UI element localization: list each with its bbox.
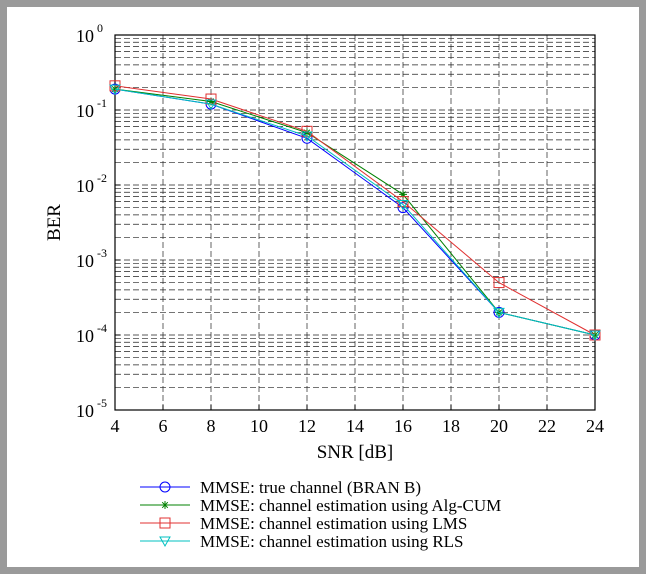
legend-item: MMSE: channel estimation using Alg-CUM (140, 496, 501, 515)
y-axis-label: BER (44, 204, 65, 241)
data-point (493, 277, 505, 289)
y-tick-label: 10 (76, 176, 94, 196)
x-axis-label: SNR [dB] (317, 442, 394, 463)
data-point (207, 97, 215, 106)
legend-item: MMSE: channel estimation using LMS (140, 514, 467, 533)
data-point (399, 190, 407, 199)
data-point (303, 128, 311, 137)
y-tick-label: 10 (76, 401, 94, 421)
legend-marker (159, 517, 171, 529)
x-tick-label: 20 (490, 416, 508, 436)
legend-marker (161, 501, 169, 509)
legend-item: MMSE: channel estimation using RLS (140, 532, 464, 551)
legend-label: MMSE: channel estimation using Alg-CUM (200, 496, 501, 515)
data-point (109, 84, 121, 96)
y-tick-exponent: -1 (97, 96, 107, 110)
y-tick-label: 10 (76, 326, 94, 346)
legend-label: MMSE: channel estimation using LMS (200, 514, 467, 533)
legend-label: MMSE: channel estimation using RLS (200, 532, 464, 551)
legend-marker (159, 536, 171, 548)
grid (115, 35, 595, 410)
x-tick-label: 14 (346, 416, 364, 436)
x-tick-label: 6 (159, 416, 168, 436)
y-tick-exponent: -4 (97, 321, 107, 335)
y-tick-exponent: -2 (97, 171, 107, 185)
y-tick-label: 10 (76, 101, 94, 121)
data-point (397, 199, 409, 211)
data-point (397, 196, 409, 208)
legend: MMSE: true channel (BRAN B)MMSE: channel… (140, 478, 501, 551)
data-point (397, 202, 409, 214)
x-tick-label: 8 (207, 416, 216, 436)
data-point (111, 85, 119, 94)
y-tick-exponent: -5 (97, 396, 107, 410)
series-line (114, 88, 596, 336)
y-tick-exponent: 0 (97, 21, 103, 35)
x-tick-label: 16 (394, 416, 412, 436)
data-point (493, 307, 505, 319)
legend-item: MMSE: true channel (BRAN B) (140, 478, 421, 497)
y-tick-label: 10 (76, 26, 94, 46)
y-tick-label: 10 (76, 251, 94, 271)
x-tick-label: 4 (111, 416, 120, 436)
x-tick-label: 10 (250, 416, 268, 436)
legend-label: MMSE: true channel (BRAN B) (200, 478, 421, 497)
x-tick-label: 22 (538, 416, 556, 436)
series-4 (109, 84, 601, 342)
x-tick-label: 24 (586, 416, 604, 436)
data-point (205, 99, 217, 111)
data-point (301, 131, 313, 143)
x-tick-label: 12 (298, 416, 316, 436)
plot-area (115, 35, 595, 410)
data-point (589, 330, 601, 342)
legend-marker (159, 481, 171, 493)
y-tick-exponent: -3 (97, 246, 107, 260)
series-line (114, 85, 596, 336)
x-tick-label: 18 (442, 416, 460, 436)
